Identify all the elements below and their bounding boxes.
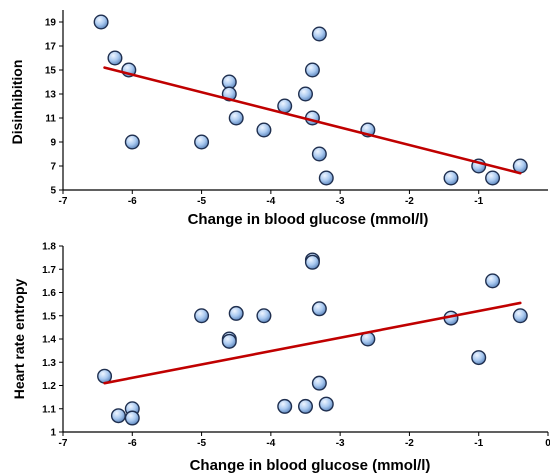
entropy-data-point [304, 254, 320, 270]
entropy-data-point [512, 308, 528, 324]
disinhibition-data-point [318, 170, 334, 186]
disinhibition-y-tick-label: 5 [50, 186, 56, 197]
entropy-data-point [110, 408, 126, 424]
disinhibition-data-point [228, 110, 244, 126]
entropy-y-tick-label: 1.5 [42, 311, 56, 322]
entropy-y-tick-label: 1.8 [42, 242, 56, 253]
disinhibition-trend-line [103, 66, 522, 175]
entropy-data-point [256, 308, 272, 324]
disinhibition-y-tick-label: 15 [45, 66, 57, 77]
entropy-y-tick-label: 1.3 [42, 358, 56, 369]
entropy-data-point [277, 398, 293, 414]
disinhibition-data-point [124, 134, 140, 150]
disinhibition-x-tick-label: -5 [197, 196, 206, 207]
disinhibition-y-tick-label: 11 [45, 114, 56, 125]
entropy-y-tick-label: 1 [50, 428, 56, 439]
entropy-data-point [318, 396, 334, 412]
disinhibition-data-point [93, 14, 109, 30]
entropy-y-tick-label: 1.6 [42, 288, 56, 299]
entropy-data-point [298, 398, 314, 414]
disinhibition-y-tick-label: 9 [50, 138, 56, 149]
chart-entropy-ylabel: Heart rate entropy [11, 278, 27, 399]
entropy-x-tick-label: -7 [59, 438, 68, 449]
disinhibition-data-point [107, 50, 123, 66]
entropy-x-tick-label: 0 [545, 438, 550, 449]
disinhibition-y-tick-label: 19 [45, 18, 57, 29]
entropy-data-point [228, 305, 244, 321]
entropy-y-tick-label: 1.4 [42, 335, 56, 346]
disinhibition-data-point [277, 98, 293, 114]
entropy-data-point [311, 301, 327, 317]
disinhibition-data-point [304, 62, 320, 78]
entropy-x-tick-label: -2 [405, 438, 414, 449]
disinhibition-data-point [256, 122, 272, 138]
disinhibition-x-tick-label: -4 [266, 196, 275, 207]
entropy-data-point [485, 273, 501, 289]
entropy-y-tick-label: 1.2 [42, 381, 56, 392]
disinhibition-data-point [485, 170, 501, 186]
entropy-data-point [194, 308, 210, 324]
entropy-y-tick-label: 1.7 [42, 265, 56, 276]
disinhibition-x-tick-label: -3 [336, 196, 345, 207]
chart-disinhibition: Disinhibition Change in blood glucose (m… [9, 10, 548, 228]
disinhibition-x-tick-label: -7 [59, 196, 68, 207]
entropy-data-point [471, 350, 487, 366]
chart-disinhibition-xlabel: Change in blood glucose (mmol/l) [188, 211, 429, 228]
chart-entropy-xlabel: Change in blood glucose (mmol/l) [190, 457, 431, 474]
chart-heart-rate-entropy: Heart rate entropy Change in blood gluco… [11, 242, 550, 474]
entropy-y-tick-label: 1.1 [42, 404, 56, 415]
disinhibition-data-point [194, 134, 210, 150]
entropy-x-tick-label: -3 [336, 438, 345, 449]
chart-disinhibition-ylabel: Disinhibition [9, 60, 25, 145]
entropy-x-tick-label: -5 [197, 438, 206, 449]
entropy-x-tick-label: -6 [128, 438, 137, 449]
entropy-data-point [124, 410, 140, 426]
entropy-x-tick-label: -4 [266, 438, 275, 449]
disinhibition-x-tick-label: -2 [405, 196, 414, 207]
disinhibition-data-point [311, 146, 327, 162]
disinhibition-y-tick-label: 13 [45, 90, 57, 101]
disinhibition-data-point [443, 170, 459, 186]
entropy-data-point [311, 375, 327, 391]
entropy-data-point [221, 333, 237, 349]
disinhibition-y-tick-label: 17 [45, 42, 57, 53]
entropy-x-tick-label: -1 [474, 438, 483, 449]
disinhibition-y-tick-label: 7 [50, 162, 56, 173]
disinhibition-data-point [311, 26, 327, 42]
disinhibition-x-tick-label: -6 [128, 196, 137, 207]
disinhibition-x-tick-label: -1 [474, 196, 483, 207]
disinhibition-data-point [298, 86, 314, 102]
entropy-trend-line [103, 301, 522, 385]
